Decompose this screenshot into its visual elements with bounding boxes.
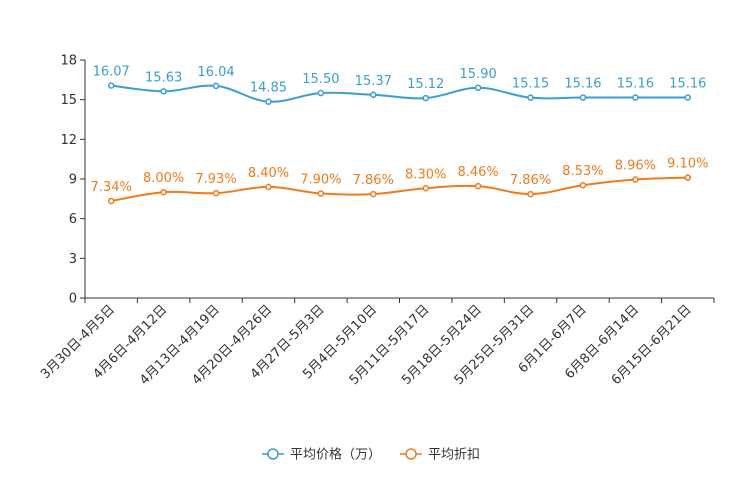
data-point — [422, 185, 429, 192]
legend-item-2: 平均折扣 — [400, 448, 480, 463]
data-label: 8.40% — [248, 166, 289, 181]
data-point — [160, 88, 167, 95]
data-point — [527, 94, 534, 101]
data-point — [527, 190, 534, 198]
series-1: 16.07 15.63 16.04 14.85 15.50 15.37 15.12 15.90… — [93, 65, 706, 105]
data-point — [579, 94, 587, 101]
data-label: 15.16 — [564, 77, 601, 92]
data-label: 8.00% — [143, 171, 184, 186]
series-line — [111, 84, 688, 103]
data-label: 15.15 — [512, 77, 549, 92]
data-label: 8.46% — [457, 165, 498, 180]
legend-item-1: 平均价格（万） — [262, 447, 381, 463]
data-label: 7.86% — [510, 173, 551, 188]
y-tick-label: 9 — [69, 173, 77, 188]
legend-label: 平均价格（万） — [290, 447, 381, 463]
data-point — [474, 182, 482, 190]
series-layer: 16.07 15.63 16.04 14.85 15.50 15.37 15.12 15.90… — [91, 65, 708, 205]
legend-marker — [267, 448, 279, 460]
legend: 平均价格（万） 平均折扣 — [262, 447, 480, 463]
data-point — [160, 188, 167, 196]
data-label: 15.12 — [407, 77, 444, 92]
data-point — [107, 82, 115, 89]
data-label: 7.86% — [353, 173, 394, 188]
data-point — [422, 94, 429, 102]
data-point — [212, 82, 220, 90]
y-tick-label: 15 — [60, 93, 77, 108]
data-label: 7.34% — [91, 180, 132, 195]
series-line — [111, 176, 688, 202]
data-label: 15.16 — [669, 77, 706, 92]
data-point — [632, 94, 639, 101]
y-tick-label: 12 — [60, 133, 77, 148]
data-label: 8.53% — [562, 164, 603, 179]
data-label: 15.63 — [145, 70, 182, 85]
series-2: 7.34% 8.00% 7.93% 8.40% 7.90% 7.86% 8.30% 8.46%… — [91, 157, 708, 205]
data-label: 7.90% — [300, 173, 341, 188]
data-label: 15.37 — [355, 74, 392, 89]
data-label: 15.90 — [460, 67, 497, 82]
y-tick-label: 18 — [60, 54, 77, 69]
y-tick-label: 6 — [69, 212, 77, 227]
data-point — [474, 84, 482, 92]
data-point — [632, 176, 639, 183]
legend-marker — [405, 448, 417, 460]
data-label: 8.30% — [405, 167, 446, 182]
data-point — [317, 89, 325, 97]
data-label: 15.16 — [617, 77, 654, 92]
data-label: 15.50 — [302, 72, 339, 87]
data-point — [684, 94, 692, 101]
data-point — [212, 189, 220, 197]
data-point — [370, 91, 377, 99]
data-point — [370, 190, 377, 198]
data-point — [107, 197, 115, 205]
data-label: 16.04 — [197, 65, 234, 80]
data-label: 9.10% — [667, 157, 708, 172]
y-tick-label: 0 — [69, 292, 77, 307]
data-label: 16.07 — [93, 65, 130, 80]
data-point — [265, 183, 272, 191]
axes: 03691215183月30日-4月5日4月6日-4月12日4月13日-4月19… — [38, 54, 715, 388]
data-label: 7.93% — [195, 172, 236, 187]
data-point — [265, 98, 272, 105]
legend-label: 平均折扣 — [428, 448, 480, 463]
data-label: 14.85 — [250, 81, 287, 96]
data-point — [684, 174, 692, 181]
data-label: 8.96% — [615, 159, 656, 174]
data-point — [317, 190, 325, 197]
data-point — [579, 181, 587, 189]
y-tick-label: 3 — [69, 252, 77, 267]
